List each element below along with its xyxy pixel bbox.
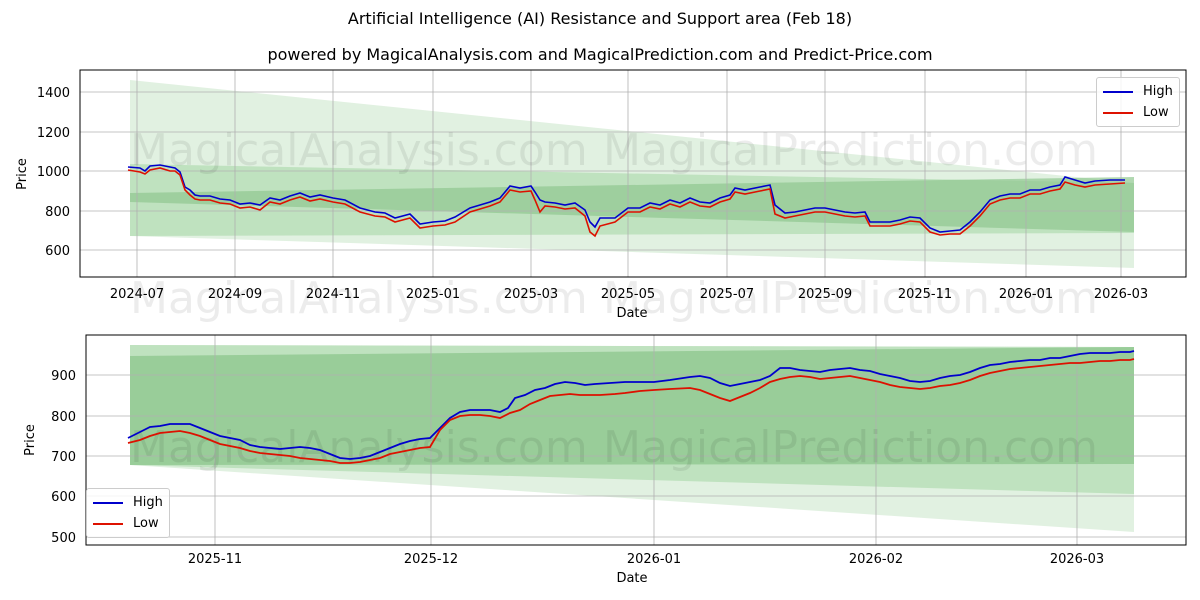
svg-text:600: 600 [45,244,70,259]
top-band-core [130,177,1134,232]
chart-subtitle: powered by MagicalAnalysis.com and Magic… [267,45,933,64]
bottom-y-ticks: 900 800 700 600 500 [51,369,76,546]
svg-text:2026-02: 2026-02 [849,552,903,567]
top-plot: MagicalAnalysis.com MagicalPrediction.co… [15,69,1187,324]
bottom-low-line [127,358,1135,464]
svg-text:2025-12: 2025-12 [404,552,458,567]
bottom-y-label: Price [23,424,38,456]
top-axes-frame [79,69,1187,278]
legend-low-label: Low [133,516,159,531]
bottom-legend: High Low [86,488,170,538]
watermark-mid-right: MagicalPrediction.com [603,273,1098,324]
svg-text:2026-03: 2026-03 [1094,287,1148,302]
bottom-x-label: Date [616,571,647,586]
bottom-plot: MagicalAnalysis.com MagicalPrediction.co… [23,334,1187,586]
high-swatch [93,501,123,504]
bottom-high-line [127,350,1135,460]
svg-text:2025-01: 2025-01 [406,287,460,302]
svg-text:1000: 1000 [37,165,70,180]
high-swatch [1103,90,1133,93]
svg-text:800: 800 [45,205,70,220]
legend-high-label: High [1143,84,1173,99]
legend-item-low: Low [1103,102,1173,123]
svg-text:2025-09: 2025-09 [798,287,852,302]
legend-item-low: Low [93,513,163,534]
top-x-label: Date [616,306,647,321]
svg-text:2024-11: 2024-11 [306,287,360,302]
watermark-mid-left: MagicalAnalysis.com [130,273,588,324]
top-x-ticks: 2024-07 2024-09 2024-11 2025-01 2025-03 2025… [110,287,1148,302]
chart-title: Artificial Intelligence (AI) Resistance … [347,9,853,28]
svg-text:1200: 1200 [37,126,70,141]
svg-text:900: 900 [51,369,76,384]
svg-text:2025-07: 2025-07 [700,287,754,302]
top-legend: High Low [1096,77,1180,127]
top-y-label: Price [15,158,30,190]
svg-text:800: 800 [51,410,76,425]
svg-text:600: 600 [51,490,76,505]
svg-text:2026-01: 2026-01 [999,287,1053,302]
bottom-band-core [130,347,1134,465]
low-swatch [93,522,123,525]
watermark-bottom-right: MagicalPrediction.com [603,422,1098,473]
svg-text:700: 700 [51,450,76,465]
legend-low-label: Low [1143,105,1169,120]
legend-high-label: High [133,495,163,510]
svg-text:2024-07: 2024-07 [110,287,164,302]
svg-text:2026-01: 2026-01 [627,552,681,567]
watermark-top-right: MagicalPrediction.com [603,125,1098,176]
svg-text:500: 500 [51,531,76,546]
svg-text:2025-03: 2025-03 [504,287,558,302]
bottom-axes-frame [85,334,1187,546]
bottom-grid [86,335,1186,545]
top-high-line [127,164,1125,233]
svg-text:1400: 1400 [37,86,70,101]
svg-text:2025-11: 2025-11 [898,287,952,302]
top-low-line [127,167,1126,238]
svg-text:2026-03: 2026-03 [1050,552,1104,567]
watermark-bottom-left: MagicalAnalysis.com [130,422,588,473]
svg-text:2025-11: 2025-11 [188,552,242,567]
low-swatch [1103,111,1133,114]
legend-item-high: High [1103,81,1173,102]
svg-text:2025-05: 2025-05 [601,287,655,302]
bottom-x-ticks: 2025-11 2025-12 2026-01 2026-02 2026-03 [188,552,1104,567]
svg-text:2024-09: 2024-09 [208,287,262,302]
top-y-ticks: 1400 1200 1000 800 600 [37,86,70,259]
legend-item-high: High [93,492,163,513]
watermark-top-left: MagicalAnalysis.com [130,125,588,176]
